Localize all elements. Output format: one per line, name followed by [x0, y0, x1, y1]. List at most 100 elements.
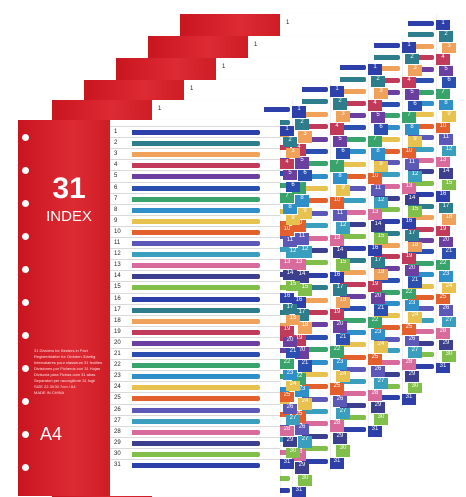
row-number: 3: [114, 151, 118, 158]
colour-strip: [374, 54, 400, 60]
index-tab: 22: [436, 259, 450, 271]
index-tab: 11: [439, 134, 453, 145]
index-tab: 27: [408, 347, 422, 359]
index-tab: 28: [402, 359, 416, 370]
index-tab: 30: [336, 445, 350, 457]
index-tab: 7: [368, 136, 382, 148]
index-tab: 8: [439, 99, 453, 111]
colour-strip: [302, 148, 328, 154]
index-row: 8: [110, 203, 280, 216]
index-tab: 5: [333, 135, 347, 147]
packaging-text-line: Divisoria para Fichas com 31 abas: [34, 372, 96, 377]
index-tab: 22: [280, 359, 294, 370]
index-tab: 18: [374, 269, 388, 281]
colour-strip: [132, 185, 260, 191]
index-tab: 6: [408, 100, 422, 112]
row-number: 18: [114, 317, 121, 324]
colour-strip: [374, 148, 400, 154]
index-tab: 13: [436, 157, 450, 168]
colour-strip: [408, 363, 434, 369]
index-tab: 5: [439, 65, 453, 77]
index-tab: 25: [402, 323, 416, 335]
index-tab: 24: [286, 381, 300, 392]
colour-strip: [340, 378, 366, 384]
index-tab: 27: [374, 377, 388, 389]
index-tab: 20: [333, 321, 347, 333]
paper-size: A4: [40, 424, 63, 444]
index-tab: 28: [330, 420, 344, 432]
colour-strip: [340, 77, 366, 83]
colour-strip: [340, 306, 366, 312]
index-tab: 17: [295, 309, 309, 322]
index-tab: 27: [336, 408, 350, 420]
index-tab: 26: [439, 305, 453, 316]
red-cover: [18, 120, 110, 496]
packaging-text-line: MADE IN CHINA: [34, 390, 65, 395]
colour-strip: [302, 248, 328, 254]
index-tab: 28: [280, 425, 294, 436]
index-tab: 31: [436, 362, 450, 373]
colour-strip: [408, 260, 434, 266]
index-tab: 11: [405, 159, 419, 171]
colour-strip: [340, 173, 366, 179]
colour-strip: [340, 209, 366, 215]
colour-strip: [408, 158, 434, 164]
index-tab: 18: [286, 314, 300, 325]
index-tab: 2: [405, 53, 419, 65]
row-number: 1: [158, 106, 162, 112]
colour-strip: [302, 235, 328, 241]
punch-hole: [22, 299, 29, 306]
colour-strip: [302, 285, 328, 291]
colour-strip: [132, 418, 260, 424]
row-number: 14: [114, 273, 121, 280]
punch-hole: [22, 266, 29, 273]
index-tab: 26: [405, 335, 419, 347]
colour-strip: [132, 440, 260, 446]
index-tab: 1: [368, 64, 382, 76]
colour-strip: [302, 347, 328, 353]
index-tab: 17: [333, 284, 347, 296]
row-number: 1: [222, 64, 226, 70]
packaging-text-line: SIZE 22.3X30.7cm / A4: [34, 384, 76, 389]
index-tab: 13: [292, 258, 306, 271]
index-tab: 29: [295, 461, 309, 474]
index-tab: 20: [283, 336, 297, 347]
row-number: 1: [254, 42, 258, 48]
colour-strip: [408, 89, 434, 95]
index-tab: 24: [442, 282, 456, 294]
index-row: 15: [110, 281, 280, 293]
index-tab: 11: [295, 233, 309, 245]
index-tab: 26: [333, 395, 347, 408]
colour-strip: [132, 274, 260, 280]
index-tab: 15: [298, 283, 312, 296]
index-tab: 7: [330, 160, 344, 172]
index-tab: 30: [374, 413, 388, 425]
index-tab: 9: [336, 185, 350, 197]
index-row: 25: [110, 392, 280, 404]
row-number: 1: [190, 86, 194, 92]
colour-strip: [302, 173, 328, 179]
index-tab: 12: [442, 145, 456, 157]
index-tab: 27: [442, 316, 456, 328]
colour-strip: [374, 136, 400, 142]
divider-set-front: 31 INDEX 31 Dividers for Binders in Pact Re…: [18, 120, 304, 496]
index-tab: 2: [371, 76, 385, 88]
row-number: 4: [114, 162, 118, 169]
index-tab: 19: [292, 334, 306, 347]
index-count: 31: [52, 172, 86, 205]
punch-hole: [22, 431, 29, 438]
row-number: 1: [114, 129, 118, 135]
row-number: 21: [114, 351, 121, 357]
colour-strip: [132, 307, 260, 313]
index-tab: 2: [333, 98, 347, 110]
colour-strip: [408, 55, 434, 61]
colour-strip: [374, 266, 400, 272]
index-tab: 21: [374, 305, 388, 317]
index-row: 20: [110, 336, 280, 349]
colour-strip: [302, 186, 328, 192]
row-number: 30: [114, 450, 121, 457]
index-row: 7: [110, 192, 280, 205]
colour-strip: [374, 395, 400, 401]
index-tab: 16: [436, 191, 450, 202]
